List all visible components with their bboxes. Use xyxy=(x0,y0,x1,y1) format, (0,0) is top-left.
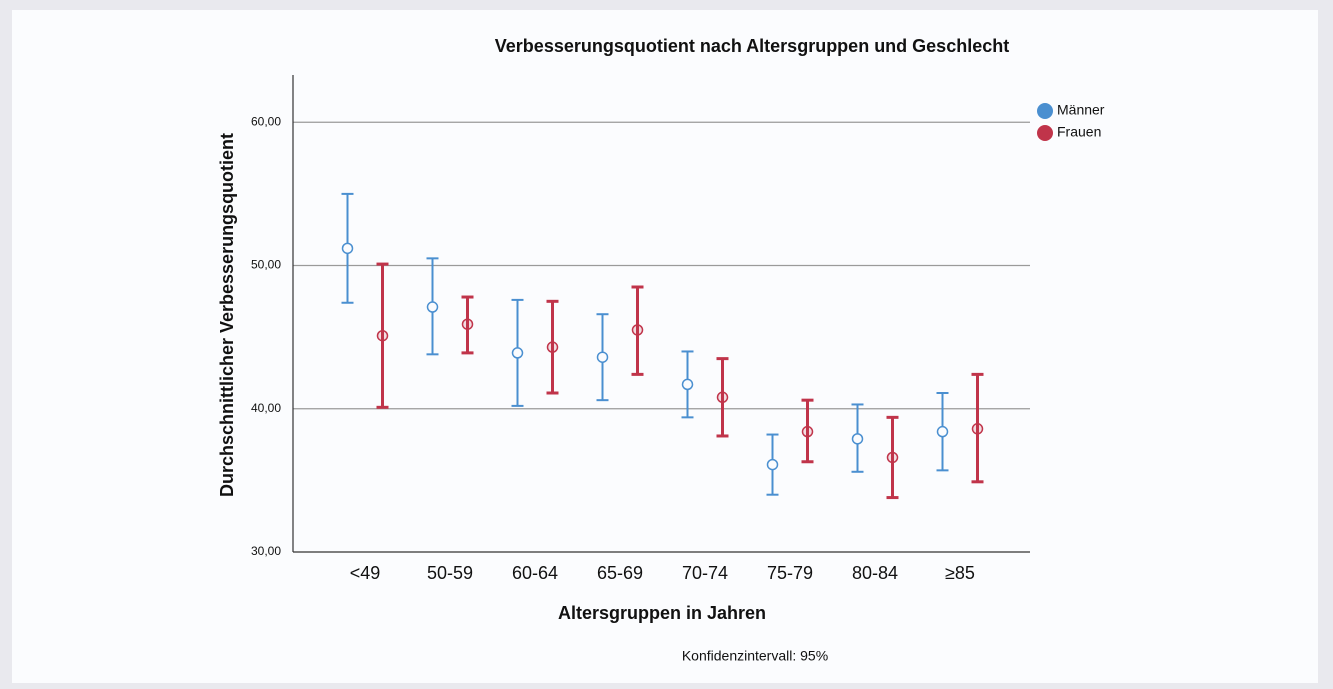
legend-label: Frauen xyxy=(1057,124,1101,140)
legend-marker xyxy=(1037,103,1053,119)
x-tick-label: 80-84 xyxy=(852,563,898,583)
x-tick-label: 70-74 xyxy=(682,563,728,583)
mean-marker xyxy=(631,324,644,336)
x-tick-label: 50-59 xyxy=(427,563,473,583)
mean-marker xyxy=(376,329,389,342)
legend-marker xyxy=(1037,125,1053,141)
y-tick-label: 30,00 xyxy=(251,544,281,558)
mean-marker xyxy=(546,341,559,353)
mean-marker xyxy=(801,425,814,438)
x-tick-label: 60-64 xyxy=(512,563,558,583)
mean-marker xyxy=(341,242,354,255)
mean-marker xyxy=(681,378,694,391)
y-tick-label: 50,00 xyxy=(251,258,281,272)
mean-marker xyxy=(426,301,439,313)
mean-marker xyxy=(511,347,524,359)
mean-marker xyxy=(851,433,864,445)
mean-marker xyxy=(936,425,949,438)
panel xyxy=(12,10,1318,683)
mean-marker xyxy=(716,391,729,404)
x-tick-label: ≥85 xyxy=(945,563,975,583)
note: Konfidenzintervall: 95% xyxy=(682,648,828,664)
y-tick-label: 60,00 xyxy=(251,114,281,128)
x-tick-label: 65-69 xyxy=(597,563,643,583)
legend-label: Männer xyxy=(1057,102,1105,118)
chart-title: Verbesserungsquotient nach Altersgruppen… xyxy=(495,36,1009,56)
mean-marker xyxy=(766,458,779,471)
x-tick-label: 75-79 xyxy=(767,563,813,583)
mean-marker xyxy=(971,423,984,435)
x-tick-label: <49 xyxy=(350,563,381,583)
x-axis-label: Altersgruppen in Jahren xyxy=(558,603,766,623)
mean-marker xyxy=(886,451,899,464)
y-axis-label: Durchschnittlicher Verbesserungsquotient xyxy=(217,133,237,497)
mean-marker xyxy=(596,351,609,363)
mean-marker xyxy=(461,318,474,330)
y-tick-label: 40,00 xyxy=(251,401,281,415)
